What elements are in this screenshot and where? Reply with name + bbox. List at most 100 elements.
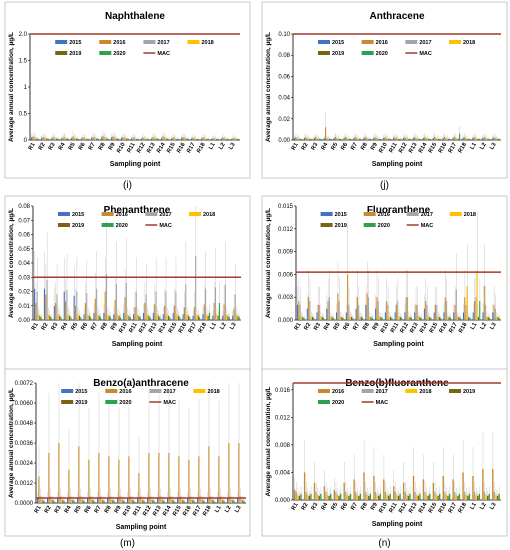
bar-2016-R14 <box>422 479 425 500</box>
bar-2016-R11 <box>395 304 397 320</box>
legend-swatch-2016 <box>99 40 112 44</box>
legend-swatch-2017 <box>406 212 419 216</box>
bar-2018-R9 <box>117 314 119 320</box>
x-tick-label: R1 <box>34 504 43 514</box>
bar-2020-R10 <box>391 317 393 320</box>
bar-2016-R13 <box>154 304 156 320</box>
x-tick-label: R10 <box>122 505 133 517</box>
bar-2015-R5 <box>336 312 338 320</box>
bar-2016-R4 <box>327 301 329 320</box>
bar-2017-R10 <box>125 282 127 320</box>
bar-2017-R11 <box>395 137 397 140</box>
legend-swatch-2015 <box>317 40 330 44</box>
bar-2018-R3 <box>57 314 59 320</box>
legend-swatch-2017 <box>143 40 156 44</box>
x-tick-label: R9 <box>372 321 381 331</box>
legend-swatch-2019 <box>55 51 68 55</box>
bar-2020-R12 <box>409 493 411 500</box>
bar-2017-R15 <box>436 304 438 320</box>
bar-2018-L3 <box>496 316 498 320</box>
bar-2015-R7 <box>353 137 355 140</box>
legend-swatch-2019 <box>317 51 330 55</box>
bar-2018-R11 <box>137 314 139 320</box>
bar-2016-L3 <box>492 469 494 500</box>
bar-2020-R11 <box>399 138 401 140</box>
bar-2020-R5 <box>83 501 85 503</box>
bar-2018-R9 <box>377 137 379 140</box>
bar-2018-R17 <box>457 316 459 320</box>
legend-swatch-2017 <box>149 389 162 393</box>
bar-2017-R2 <box>305 491 307 500</box>
bar-2016-R14 <box>164 305 166 320</box>
bar-2016-R12 <box>402 482 405 500</box>
bar-2020-R5 <box>342 317 344 320</box>
bar-2018-R11 <box>141 499 143 503</box>
bar-2016-R7 <box>356 297 358 320</box>
bar-2016-R18 <box>208 446 210 503</box>
legend-label: 2016 <box>119 389 131 395</box>
bar-2017-R9 <box>375 137 377 140</box>
bar-2019-R13 <box>417 495 419 500</box>
bar-2019-L2 <box>226 138 228 140</box>
x-tick-label: L3 <box>229 321 238 331</box>
bar-2019-R11 <box>399 316 401 320</box>
y-tick-label: 0.08 <box>18 204 30 210</box>
bar-2019-R1 <box>39 315 41 320</box>
bar-2015-R15 <box>432 137 434 140</box>
bar-2015-R9 <box>375 308 377 320</box>
bar-2019-L3 <box>496 495 499 500</box>
bar-2020-L2 <box>488 493 490 500</box>
legend-label: 2020 <box>378 223 390 229</box>
bar-2018-R13 <box>416 494 418 500</box>
bar-2018-L2 <box>486 137 488 140</box>
bar-2016-R9 <box>374 136 376 140</box>
bar-2018-R17 <box>196 314 198 320</box>
bar-2019-R12 <box>408 138 410 140</box>
legend-swatch-2020 <box>361 51 374 55</box>
bar-2019-R14 <box>427 495 429 500</box>
bar-2019-R12 <box>407 495 410 500</box>
bar-2016-R9 <box>118 459 120 503</box>
bar-2020-R15 <box>179 317 181 320</box>
bar-2019-R8 <box>370 316 372 320</box>
bar-2015-R9 <box>373 137 375 140</box>
bar-2018-R4 <box>65 137 67 140</box>
bar-2016-L2 <box>482 469 484 500</box>
legend-label: MAC <box>159 223 172 229</box>
bar-2016-R10 <box>384 136 386 140</box>
bar-2015-L2 <box>222 315 224 320</box>
bar-2018-R16 <box>185 137 187 140</box>
bar-2015-R3 <box>316 312 318 320</box>
x-tick-label: R6 <box>340 501 349 511</box>
x-tick-label: R11 <box>388 141 399 154</box>
bar-2017-R13 <box>159 496 161 503</box>
bar-2018-R4 <box>330 316 332 320</box>
bar-2016-R9 <box>112 136 114 140</box>
bar-2017-R17 <box>199 496 201 503</box>
legend-label: 2019 <box>72 223 84 229</box>
bar-2018-R15 <box>435 494 438 500</box>
bar-2020-R12 <box>149 317 151 320</box>
bar-2020-R15 <box>439 493 441 500</box>
bar-2020-L1 <box>479 301 481 320</box>
bar-2016-R15 <box>178 456 180 503</box>
bar-2018-R3 <box>61 499 63 503</box>
bar-2020-R4 <box>332 317 334 320</box>
legend-label: 2016 <box>378 212 390 218</box>
bar-2019-R13 <box>156 138 158 140</box>
bar-2018-R18 <box>211 499 213 503</box>
bar-2019-L1 <box>477 138 479 140</box>
bar-2015-R11 <box>133 314 135 320</box>
y-axis-label: Average annual concentration, µg/L <box>8 32 15 142</box>
bar-2016-R2 <box>45 294 47 320</box>
bar-2016-R7 <box>353 479 355 500</box>
bar-2019-L1 <box>216 138 218 140</box>
x-tick-label: R9 <box>370 141 379 151</box>
bar-2015-R5 <box>73 295 75 320</box>
bar-2020-L2 <box>227 138 229 140</box>
bar-2017-L2 <box>223 137 225 140</box>
bar-2015-R9 <box>111 137 113 140</box>
bar-2015-R10 <box>121 137 123 140</box>
bar-2015-L3 <box>237 498 239 503</box>
